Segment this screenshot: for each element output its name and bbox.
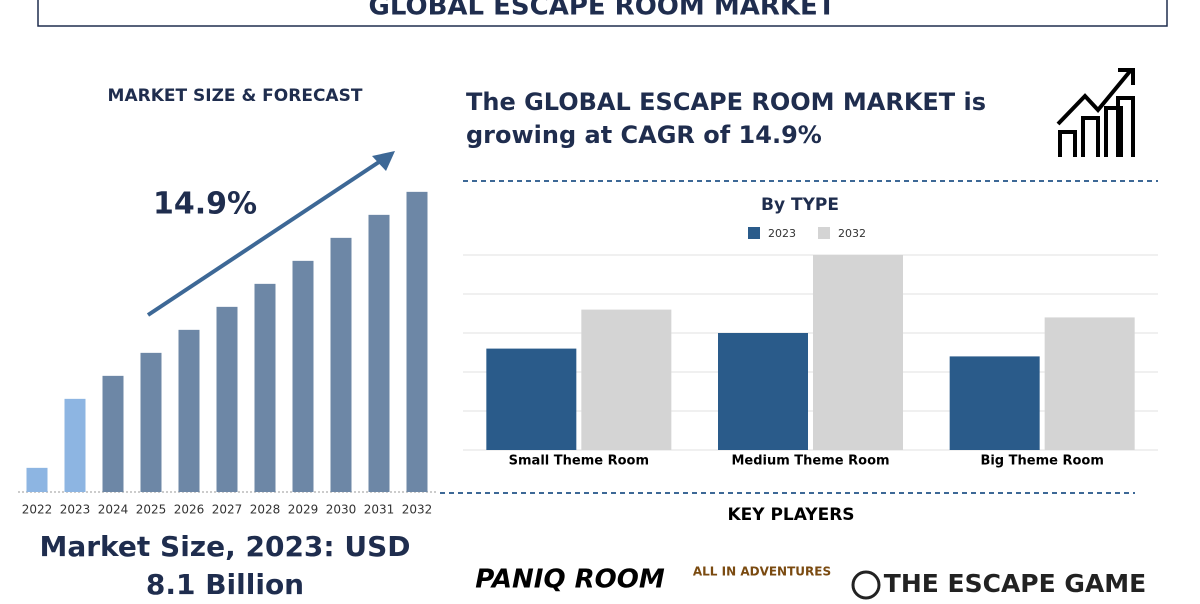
player-logo: THE ESCAPE GAME (884, 569, 1146, 598)
bar (178, 329, 200, 492)
bar (581, 309, 672, 450)
x-tick-label: 2023 (60, 503, 91, 517)
x-tick-label: 2031 (364, 503, 395, 517)
bar (1044, 317, 1135, 450)
legend-swatch (818, 227, 830, 239)
x-tick-label: Big Theme Room (980, 454, 1103, 469)
legend-label: 2023 (768, 227, 796, 240)
bar (216, 306, 238, 492)
x-tick-label: 2025 (136, 503, 167, 517)
x-tick-label: 2029 (288, 503, 319, 517)
x-tick-label: 2028 (250, 503, 281, 517)
bar (254, 283, 276, 492)
bar (406, 191, 428, 492)
title-box (37, 0, 1168, 27)
x-tick-label: 2027 (212, 503, 243, 517)
logo-icon (851, 570, 881, 600)
legend-label: 2032 (838, 227, 866, 240)
player-logo: ALL IN ADVENTURES (693, 565, 831, 579)
key-players-title: KEY PLAYERS (727, 505, 854, 525)
bar (368, 214, 390, 492)
player-logo: PANIQ ROOM (475, 565, 665, 595)
bar (64, 398, 86, 492)
bar (26, 467, 48, 492)
legend-swatch (748, 227, 760, 239)
chart-title: MARKET SIZE & FORECAST (108, 86, 363, 106)
x-tick-label: Small Theme Room (509, 454, 649, 469)
market-size: Market Size, 2023: USD 8.1 Billion (39, 530, 411, 601)
x-tick-label: 2026 (174, 503, 205, 517)
x-tick-label: 2024 (98, 503, 129, 517)
growth-icon (1056, 68, 1135, 157)
bar (140, 352, 162, 492)
bar (718, 333, 808, 450)
arrow-head (372, 151, 395, 171)
x-tick-label: 2032 (402, 503, 433, 517)
bar (949, 356, 1040, 450)
bar (102, 375, 124, 492)
page-title: GLOBAL ESCAPE ROOM MARKET (368, 0, 835, 22)
bar (813, 255, 903, 450)
growth-arrow (146, 156, 387, 317)
x-tick-label: Medium Theme Room (731, 454, 889, 469)
chart-title: By TYPE (761, 195, 839, 215)
x-tick-label: 2022 (22, 503, 53, 517)
bar (486, 348, 577, 450)
headline: The GLOBAL ESCAPE ROOM MARKET is growing… (466, 88, 987, 149)
bar (292, 260, 314, 492)
cagr-annotation: 14.9% (153, 187, 257, 222)
x-tick-label: 2030 (326, 503, 357, 517)
bar (330, 237, 352, 492)
